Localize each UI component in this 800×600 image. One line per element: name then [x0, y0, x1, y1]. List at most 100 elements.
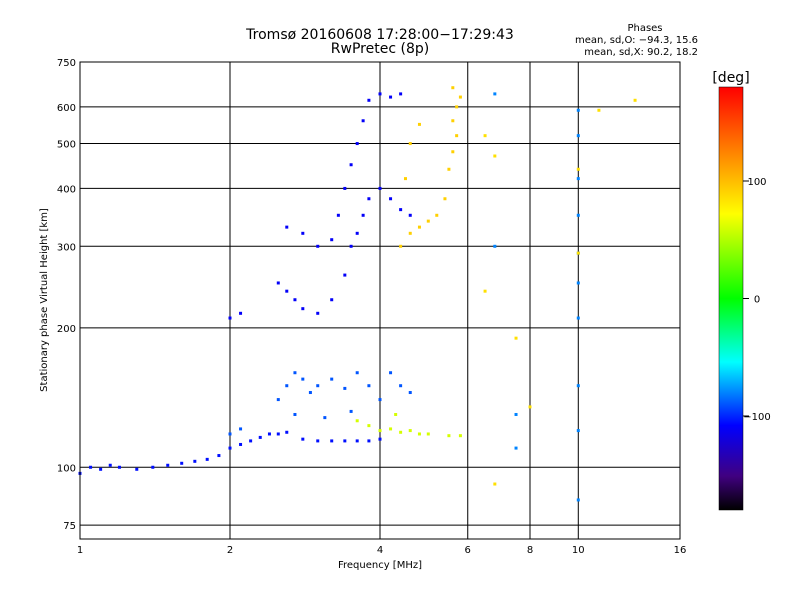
- y-tick-label: 600: [57, 103, 76, 114]
- data-point: [285, 289, 289, 293]
- data-point: [451, 150, 455, 154]
- y-tick-label: 750: [57, 58, 76, 69]
- data-point: [293, 371, 297, 375]
- data-point: [343, 439, 347, 443]
- data-point: [408, 231, 412, 235]
- data-point: [316, 384, 320, 388]
- data-point: [343, 186, 347, 190]
- phases-title: Phases: [627, 23, 662, 34]
- plot-frame: [79, 61, 681, 540]
- data-point: [493, 92, 497, 96]
- data-point: [378, 186, 382, 190]
- data-point: [483, 134, 487, 138]
- data-point: [285, 384, 289, 388]
- y-tick-label: 75: [63, 521, 76, 532]
- data-point: [447, 167, 451, 171]
- data-point: [180, 461, 184, 465]
- data-point: [389, 197, 393, 201]
- x-tick-label: 1: [77, 545, 83, 556]
- data-point: [217, 454, 221, 458]
- x-tick-label: 8: [527, 545, 533, 556]
- data-point: [399, 92, 403, 96]
- data-point: [301, 437, 305, 441]
- data-point: [447, 434, 451, 438]
- y-tick-label: 400: [57, 184, 76, 195]
- y-tick-label: 200: [57, 324, 76, 335]
- data-point: [316, 244, 320, 248]
- data-point: [378, 429, 382, 433]
- data-point: [285, 430, 289, 434]
- colorbar: [718, 86, 744, 511]
- x-axis-ticks: 1 2 4 6 8 10 16: [77, 545, 687, 556]
- data-point: [451, 119, 455, 123]
- data-point: [451, 86, 455, 90]
- x-axis-label: Frequency [MHz]: [338, 560, 422, 571]
- data-point: [458, 95, 462, 99]
- data-point: [355, 419, 359, 423]
- data-point: [455, 105, 459, 109]
- y-axis-ticks: 75 100 200 300 400 500 600 750: [57, 58, 76, 532]
- data-point: [355, 142, 359, 146]
- data-point: [493, 154, 497, 158]
- data-point: [135, 467, 139, 471]
- data-point: [355, 439, 359, 443]
- data-point: [193, 459, 197, 463]
- data-point: [166, 463, 170, 467]
- data-point: [336, 213, 340, 217]
- data-point: [293, 412, 297, 416]
- data-point: [514, 336, 518, 340]
- data-point: [276, 432, 280, 436]
- data-point: [576, 498, 580, 502]
- data-point: [426, 219, 430, 223]
- data-point: [267, 432, 271, 436]
- data-point: [349, 244, 353, 248]
- data-point: [458, 434, 462, 438]
- data-point: [330, 238, 334, 242]
- data-point: [249, 439, 253, 443]
- data-point: [576, 108, 580, 112]
- data-point: [399, 244, 403, 248]
- data-point: [258, 435, 262, 439]
- chart-title: Tromsø 20160608 17:28:00−17:29:43: [245, 27, 514, 43]
- x-tick-label: 4: [377, 545, 383, 556]
- data-point: [597, 108, 601, 112]
- point-cluster: [399, 86, 462, 248]
- data-point: [228, 432, 232, 436]
- data-point: [483, 289, 487, 293]
- y-tick-label: 100: [57, 463, 76, 474]
- data-point: [576, 316, 580, 320]
- data-point: [367, 384, 371, 388]
- data-point: [239, 311, 243, 315]
- data-point: [408, 142, 412, 146]
- data-point: [276, 398, 280, 402]
- data-point: [293, 298, 297, 302]
- data-point: [239, 427, 243, 431]
- data-point: [330, 298, 334, 302]
- data-point: [276, 281, 280, 285]
- data-point: [367, 98, 371, 102]
- data-point: [367, 424, 371, 428]
- data-point: [576, 177, 580, 181]
- data-point: [576, 281, 580, 285]
- data-point: [316, 439, 320, 443]
- data-point: [514, 412, 518, 416]
- data-point: [426, 432, 430, 436]
- data-point: [330, 377, 334, 381]
- data-point: [349, 163, 353, 167]
- data-point: [99, 467, 103, 471]
- data-point: [239, 442, 243, 446]
- data-point: [408, 391, 412, 395]
- phases-o-stats: mean, sd,O: −94.3, 15.6: [575, 35, 698, 46]
- data-point: [417, 225, 421, 229]
- data-point: [399, 430, 403, 434]
- data-point: [285, 225, 289, 229]
- data-point: [367, 197, 371, 201]
- data-point: [576, 384, 580, 388]
- data-point: [378, 398, 382, 402]
- data-point: [576, 134, 580, 138]
- data-point: [408, 213, 412, 217]
- data-point: [576, 167, 580, 171]
- data-point: [89, 465, 93, 469]
- data-point: [417, 122, 421, 126]
